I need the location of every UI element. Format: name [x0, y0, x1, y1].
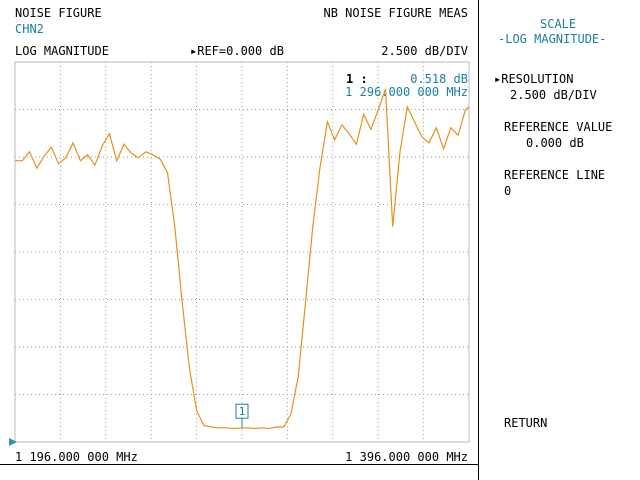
plot-frame	[14, 61, 470, 443]
marker-readout-frequency: 1 296.000 000 MHz	[345, 85, 468, 99]
measurement-name: NOISE FIGURE	[15, 6, 102, 20]
start-pointer-icon	[9, 438, 17, 446]
marker-box	[235, 403, 249, 419]
graticule	[15, 62, 469, 442]
reference-readout: ▸REF=0.000 dB	[190, 44, 284, 58]
marker-1[interactable]: 1	[235, 403, 249, 429]
reference-pointer-icon: ▸	[190, 44, 198, 58]
softkey-return[interactable]: RETURN	[504, 416, 548, 430]
stop-frequency: 1 396.000 000 MHz	[345, 450, 468, 464]
reference-value: REF=0.000 dB	[197, 44, 284, 58]
softkey-divider	[478, 0, 479, 480]
softkey-resolution-label: RESOLUTION	[501, 72, 574, 86]
scale-readout: 2.500 dB/DIV	[381, 44, 468, 58]
footer-divider	[0, 464, 479, 465]
marker-readout-value: 0.518 dB	[410, 72, 468, 86]
trace-line	[15, 88, 470, 430]
softkey-reference-value[interactable]: REFERENCE VALUE	[504, 120, 613, 134]
measurement-type: NB NOISE FIGURE MEAS	[323, 6, 469, 20]
softkey-reference-line-readout: 0	[504, 184, 512, 198]
channel-label: CHN2	[15, 22, 44, 36]
format-label: LOG MAGNITUDE	[15, 44, 109, 58]
softkey-resolution-value: 2.500 dB/DIV	[510, 88, 597, 102]
softkey-resolution[interactable]: ▸RESOLUTION	[494, 72, 573, 86]
softkey-reference-value-readout: 0.000 dB	[526, 136, 584, 150]
softkey-reference-line[interactable]: REFERENCE LINE	[504, 168, 606, 182]
menu-subtitle: -LOG MAGNITUDE-	[498, 32, 607, 46]
active-softkey-icon: ▸	[494, 72, 502, 86]
start-frequency: 1 196.000 000 MHz	[15, 450, 138, 464]
menu-title: SCALE	[540, 17, 577, 31]
marker-readout-label: 1 :	[346, 72, 368, 86]
marker-tag: 1	[239, 405, 246, 418]
